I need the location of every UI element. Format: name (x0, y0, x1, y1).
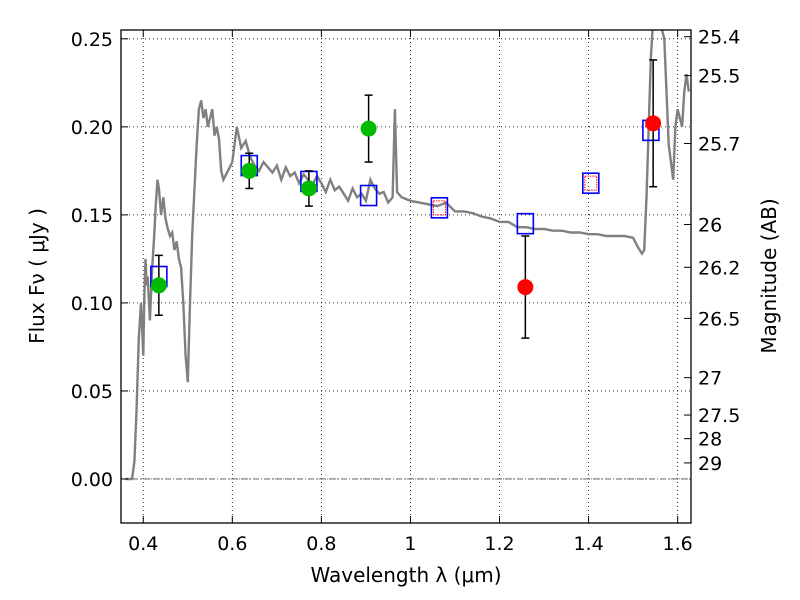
model-photometry (150, 119, 660, 288)
data-point (645, 115, 662, 132)
mag-tick-label: 27 (698, 368, 722, 390)
mag-tick-label: 29 (698, 453, 722, 475)
gridlines (121, 30, 691, 523)
data-point (517, 279, 534, 296)
x-axis-label: Wavelength λ (μm) (310, 563, 501, 587)
axis-ticks (121, 30, 691, 523)
mag-tick-label: 26.2 (698, 257, 740, 279)
data-point (300, 180, 317, 197)
y-tick-label: 0.20 (71, 117, 113, 139)
x-tick-label: 0.4 (128, 533, 158, 555)
model-box-inner (432, 200, 446, 216)
y-axis-label-right: Magnitude (AB) (757, 198, 781, 353)
mag-tick-label: 28 (698, 429, 722, 451)
y-tick-label: 0.00 (71, 469, 113, 491)
model-box (430, 197, 449, 219)
tick-labels: 0.4 0.6 0.8 1 1.2 1.4 1.6 0.00 0.05 0.10 0.15 0.20 0… (71, 27, 741, 555)
model-box (359, 184, 378, 207)
spectrum-line (125, 30, 690, 481)
mag-tick-label: 26.5 (698, 308, 740, 330)
mag-tick-label: 27.5 (698, 405, 740, 427)
x-tick-label: 1 (404, 533, 416, 555)
data-point (360, 120, 377, 137)
x-tick-label: 1.6 (663, 533, 693, 555)
y-tick-label: 0.15 (71, 205, 113, 227)
x-tick-label: 1.4 (573, 533, 603, 555)
model-spectrum (125, 30, 690, 481)
data-point (150, 277, 167, 294)
observed-photometry (150, 59, 662, 339)
mag-tick-label: 25.4 (698, 27, 740, 49)
y-tick-label: 0.05 (71, 381, 113, 403)
y-tick-label: 0.10 (71, 293, 113, 315)
mag-tick-label: 25.7 (698, 133, 740, 155)
x-tick-label: 1.2 (484, 533, 514, 555)
plot-frame (120, 29, 692, 524)
y-tick-label: 0.25 (71, 29, 113, 51)
mag-tick-label: 25.5 (698, 66, 740, 88)
x-tick-label: 0.6 (217, 533, 247, 555)
model-box-inner (584, 175, 598, 191)
model-box (516, 212, 535, 235)
model-box (582, 172, 600, 194)
data-point (241, 162, 258, 179)
mag-tick-label: 26 (698, 214, 722, 236)
y-axis-label-left: Flux Fν ( μJy ) (25, 208, 49, 344)
x-tick-label: 0.8 (306, 533, 336, 555)
